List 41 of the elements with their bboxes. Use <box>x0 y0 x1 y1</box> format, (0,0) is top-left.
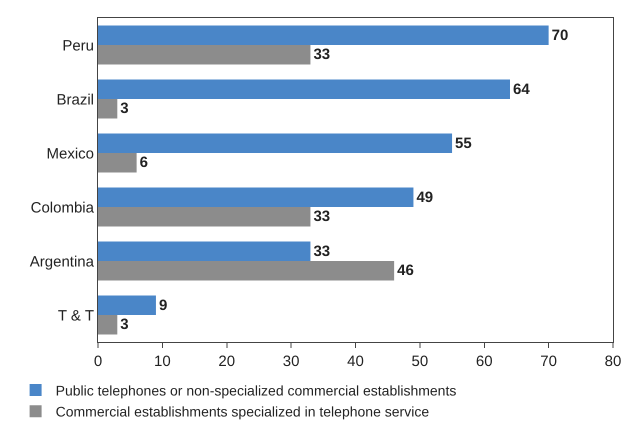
y-tick-label: Brazil <box>56 91 94 108</box>
data-label: 33 <box>313 46 330 64</box>
bar <box>98 188 414 207</box>
x-tick-label: 30 <box>282 353 300 370</box>
x-tick-label: 0 <box>94 353 102 370</box>
data-label: 55 <box>455 134 472 152</box>
bar <box>98 99 118 118</box>
data-label: 9 <box>158 296 168 314</box>
y-tick-label: Peru <box>62 37 94 54</box>
x-tick-label: 20 <box>218 353 236 370</box>
legend-label: Public telephones or non-specialized commercial establishments <box>56 382 456 398</box>
bar <box>98 261 394 280</box>
y-tick-label: Colombia <box>30 199 95 216</box>
bar <box>98 207 310 226</box>
data-label: 33 <box>313 208 330 226</box>
x-tick-label: 50 <box>412 353 428 370</box>
x-tick-label: 80 <box>604 353 622 370</box>
y-tick-label: Argentina <box>30 253 95 270</box>
legend-label: Commercial establishments specialized in telephone service <box>56 404 430 420</box>
x-tick-label: 60 <box>476 353 493 370</box>
data-label: 33 <box>313 242 330 260</box>
bar <box>98 153 137 172</box>
data-label: 70 <box>552 26 568 44</box>
bar <box>98 45 310 64</box>
bar <box>98 26 549 45</box>
bar <box>98 134 452 153</box>
data-label: 6 <box>140 154 148 172</box>
data-label: 46 <box>397 262 414 280</box>
bar <box>98 296 156 315</box>
y-tick-label: Mexico <box>46 145 94 162</box>
x-tick-label: 10 <box>154 353 171 370</box>
data-label: 3 <box>120 316 129 334</box>
bar <box>98 315 118 334</box>
x-tick-label: 70 <box>540 353 557 370</box>
data-label: 49 <box>416 188 434 206</box>
data-label: 3 <box>120 100 129 118</box>
bar <box>98 80 510 99</box>
data-label: 64 <box>513 80 530 98</box>
x-tick-label: 40 <box>347 353 364 370</box>
bar <box>98 242 310 261</box>
y-tick-label: T & T <box>58 307 94 324</box>
